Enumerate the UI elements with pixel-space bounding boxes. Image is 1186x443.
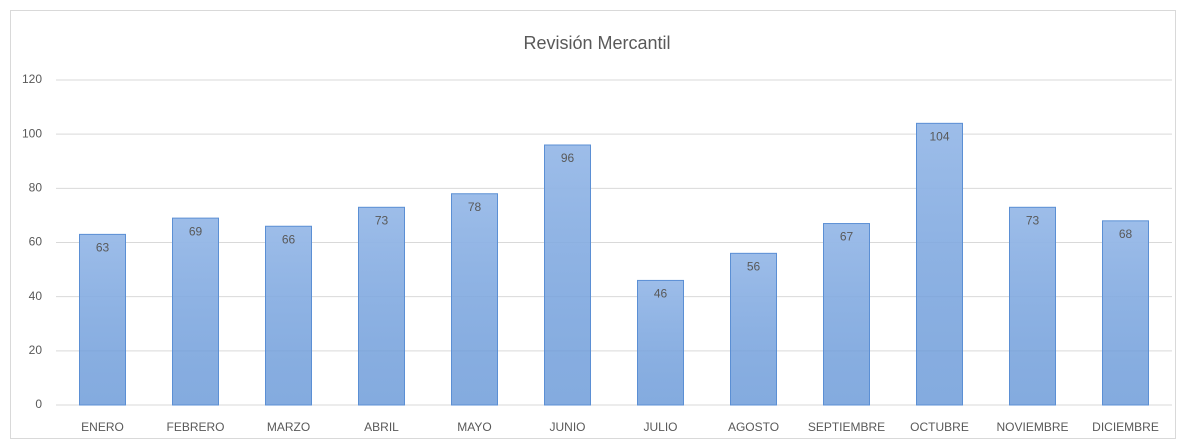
bar bbox=[172, 217, 219, 406]
data-label: 78 bbox=[468, 200, 482, 214]
x-tick-label: MARZO bbox=[267, 420, 310, 434]
bar bbox=[823, 223, 870, 406]
y-tick-label: 20 bbox=[29, 343, 43, 357]
y-tick-label: 40 bbox=[29, 289, 43, 303]
data-label: 73 bbox=[1026, 213, 1040, 227]
bar bbox=[1009, 206, 1056, 406]
x-tick-label: OCTUBRE bbox=[910, 420, 969, 434]
y-tick-label: 60 bbox=[29, 235, 43, 249]
x-tick-label: DICIEMBRE bbox=[1092, 420, 1159, 434]
bar bbox=[79, 233, 126, 406]
x-tick-label: FEBRERO bbox=[166, 420, 224, 434]
data-label: 46 bbox=[654, 287, 668, 301]
data-label: 69 bbox=[189, 224, 203, 238]
bar bbox=[916, 122, 963, 406]
x-tick-label: JULIO bbox=[643, 420, 677, 434]
bar bbox=[637, 279, 684, 406]
y-tick-label: 100 bbox=[22, 126, 42, 140]
bar bbox=[730, 252, 777, 406]
bar bbox=[1102, 220, 1149, 406]
x-tick-label: SEPTIEMBRE bbox=[808, 420, 885, 434]
chart-title: Revisión Mercantil bbox=[523, 33, 670, 53]
bar bbox=[544, 144, 591, 406]
y-tick-label: 80 bbox=[29, 181, 43, 195]
data-label: 73 bbox=[375, 213, 389, 227]
x-tick-label: AGOSTO bbox=[728, 420, 779, 434]
bar bbox=[358, 206, 405, 406]
data-label: 63 bbox=[96, 241, 110, 255]
y-tick-label: 0 bbox=[35, 397, 42, 411]
x-tick-label: JUNIO bbox=[550, 420, 586, 434]
x-tick-label: NOVIEMBRE bbox=[996, 420, 1068, 434]
x-tick-label: MAYO bbox=[457, 420, 491, 434]
y-tick-label: 120 bbox=[22, 72, 42, 86]
data-label: 67 bbox=[840, 230, 854, 244]
data-label: 68 bbox=[1119, 227, 1133, 241]
data-label: 56 bbox=[747, 260, 761, 274]
bar bbox=[265, 225, 312, 406]
bar bbox=[451, 193, 498, 406]
data-label: 66 bbox=[282, 232, 296, 246]
data-label: 96 bbox=[561, 151, 575, 165]
x-tick-label: ABRIL bbox=[364, 420, 399, 434]
data-label: 104 bbox=[929, 130, 949, 144]
x-tick-label: ENERO bbox=[81, 420, 124, 434]
